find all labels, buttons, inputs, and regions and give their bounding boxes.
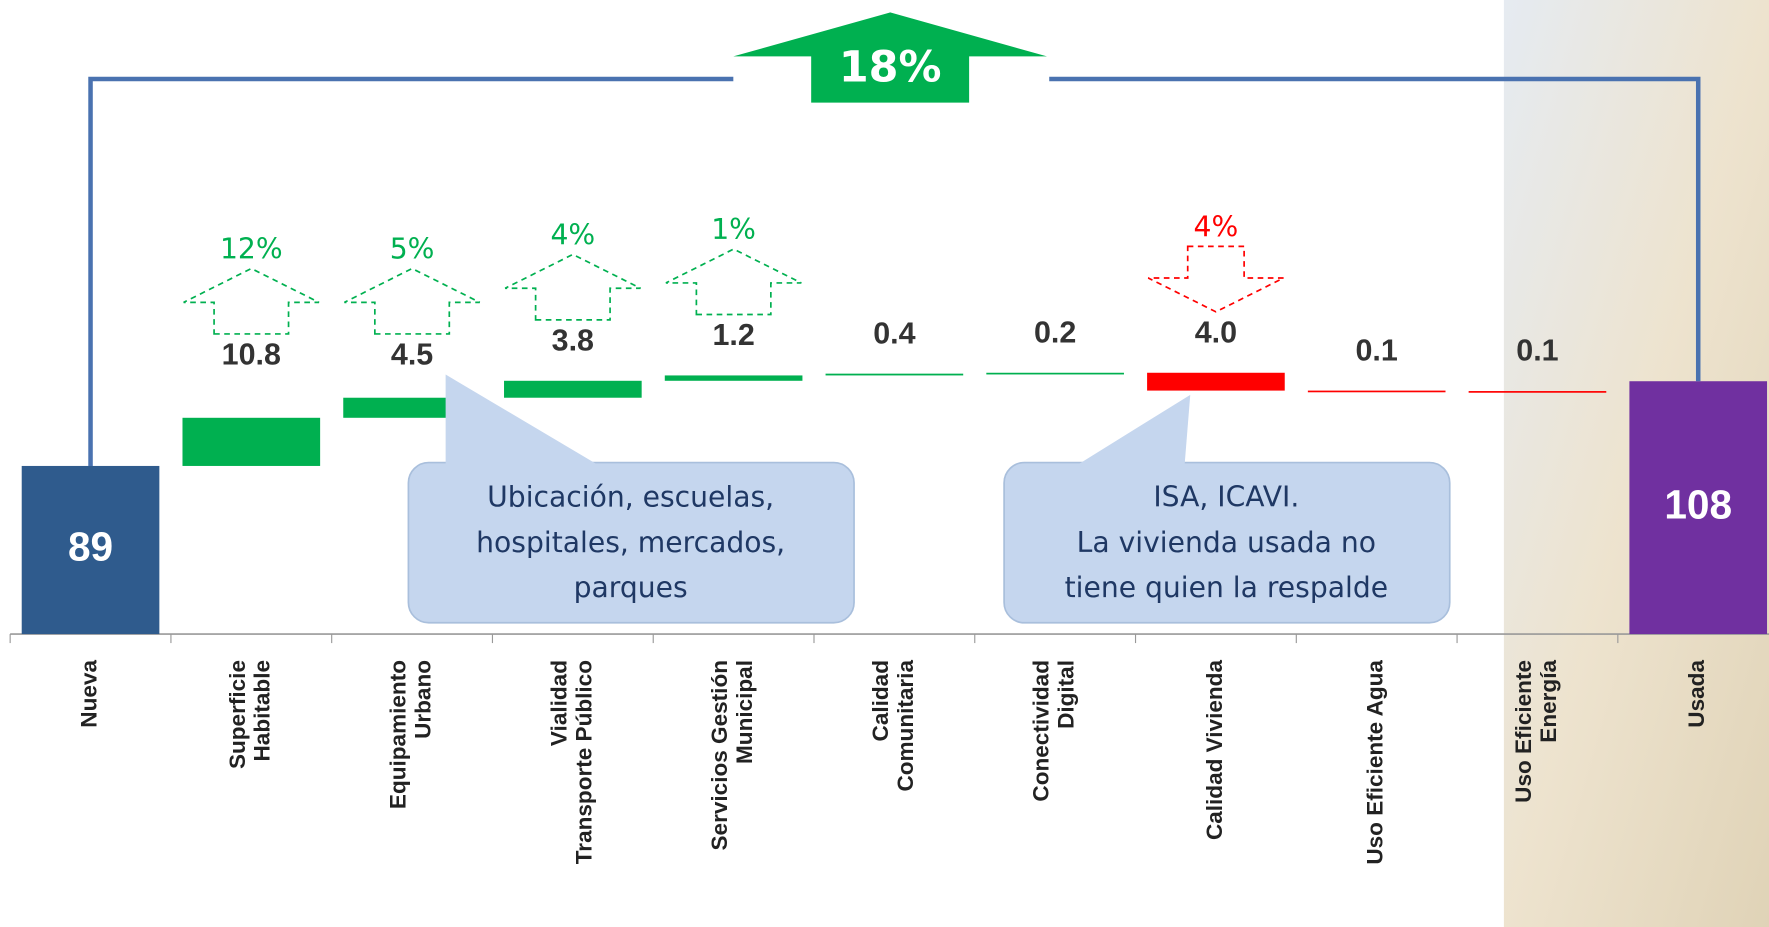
value-label: 4.5 <box>391 338 433 372</box>
value-label: 89 <box>68 524 113 570</box>
change-label: 12% <box>220 232 283 265</box>
total-change-label: 18% <box>839 42 942 92</box>
x-tick-label: ConectividadDigital <box>1029 660 1079 802</box>
callout-box <box>407 461 855 624</box>
change-label: 5% <box>390 232 435 265</box>
x-tick-label: CalidadComunitaria <box>868 660 918 792</box>
x-tick-label: SuperficieHabitable <box>225 660 275 769</box>
callout-text: Ubicación, escuelas, <box>487 481 774 514</box>
bar <box>986 372 1124 375</box>
bar <box>1468 391 1607 393</box>
bar <box>182 417 321 466</box>
x-tick-label: Calidad Vivienda <box>1202 660 1227 840</box>
x-tick-label: Uso EficienteEnergía <box>1511 660 1561 803</box>
callout-text: tiene quien la respalde <box>1065 571 1388 604</box>
callout-box <box>1003 461 1451 624</box>
bracket <box>88 76 1701 466</box>
total-arrow <box>733 12 1047 103</box>
bar <box>1147 372 1285 391</box>
value-label: 4.0 <box>1195 315 1237 349</box>
callout-text: parques <box>574 571 688 604</box>
x-tick-label: Servicios GestiónMunicipal <box>707 660 757 850</box>
change-arrow <box>665 248 802 316</box>
x-tick-label: Nueva <box>76 660 101 728</box>
change-label: 1% <box>711 213 756 246</box>
change-label: 4% <box>1194 210 1239 243</box>
value-label: 10.8 <box>222 338 281 372</box>
x-tick-label: Uso Eficiente Agua <box>1363 660 1388 865</box>
change-arrow <box>1147 245 1284 313</box>
change-label: 4% <box>550 218 595 251</box>
callout: Ubicación, escuelas, hospitales, mercados… <box>407 374 855 624</box>
x-tick-label: Usada <box>1684 660 1709 728</box>
bar <box>1307 390 1446 393</box>
callout-text: hospitales, mercados, <box>476 526 785 559</box>
value-label: 108 <box>1664 481 1732 527</box>
value-label: 0.1 <box>1516 334 1558 368</box>
x-tick-label: VialidadTransporte Público <box>546 660 596 864</box>
callout-pointer <box>1077 394 1191 465</box>
bar <box>1629 381 1768 635</box>
value-label: 1.2 <box>712 318 754 352</box>
callout-text: ISA, ICAVI. <box>1153 481 1299 514</box>
plot: 89 Nueva 10.8 SuperficieHabitable 12% 4.5 Equi… <box>9 0 1769 927</box>
callout-pointer <box>445 374 598 465</box>
bar <box>504 380 642 398</box>
bar <box>21 465 160 635</box>
value-label: 0.2 <box>1034 315 1076 349</box>
value-label: 3.8 <box>552 323 594 357</box>
callout-text: La vivienda usada no <box>1077 526 1376 559</box>
change-arrow <box>504 253 641 321</box>
value-label: 0.1 <box>1356 333 1398 367</box>
x-tick-label: EquipamientoUrbano <box>386 660 436 809</box>
bar <box>664 375 803 381</box>
callout: ISA, ICAVI. La vivienda usada no tiene qui… <box>1003 394 1451 624</box>
value-label: 0.4 <box>873 316 915 350</box>
bar <box>825 373 964 376</box>
change-arrow <box>183 267 320 335</box>
change-arrow <box>344 267 481 335</box>
